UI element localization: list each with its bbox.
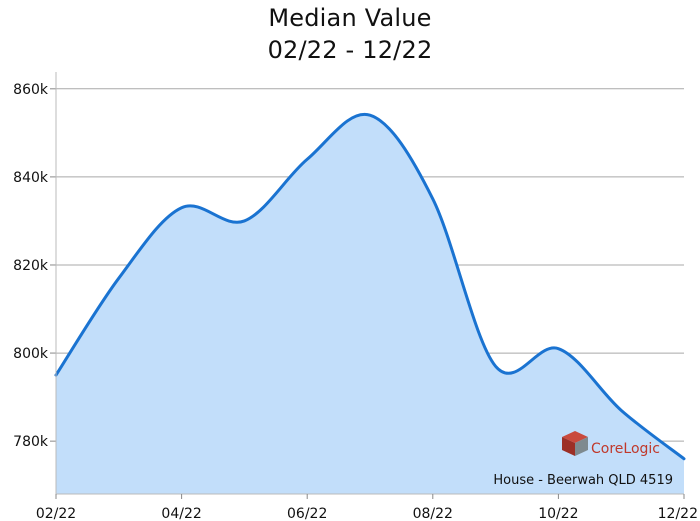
axes <box>50 72 685 499</box>
chart-subtitle: 02/22 - 12/22 <box>267 36 433 64</box>
y-tick-label: 860k <box>13 82 49 98</box>
x-tick-label: 06/22 <box>287 506 327 521</box>
corelogic-cube-icon <box>562 431 588 456</box>
y-tick-label: 800k <box>13 346 49 362</box>
x-tick-label: 08/22 <box>413 506 453 521</box>
corelogic-logo: CoreLogic <box>562 431 660 457</box>
y-tick-label: 780k <box>13 434 49 450</box>
x-tick-label: 02/22 <box>36 506 76 521</box>
tick-labels: 780k 800k 820k 840k 860k 02/22 04/22 06/22 08/22… <box>13 82 698 521</box>
chart-title: Median Value <box>268 4 432 32</box>
y-tick-label: 840k <box>13 170 49 186</box>
y-tick-label: 820k <box>13 258 49 274</box>
x-tick-label: 04/22 <box>161 506 201 521</box>
property-annotation: House - Beerwah QLD 4519 <box>493 473 673 488</box>
chart-area <box>54 112 686 495</box>
corelogic-wordmark: CoreLogic <box>591 441 660 457</box>
x-tick-label: 12/22 <box>658 506 698 521</box>
area-fill <box>56 114 684 495</box>
x-tick-label: 10/22 <box>538 506 578 521</box>
series-line <box>54 112 686 461</box>
